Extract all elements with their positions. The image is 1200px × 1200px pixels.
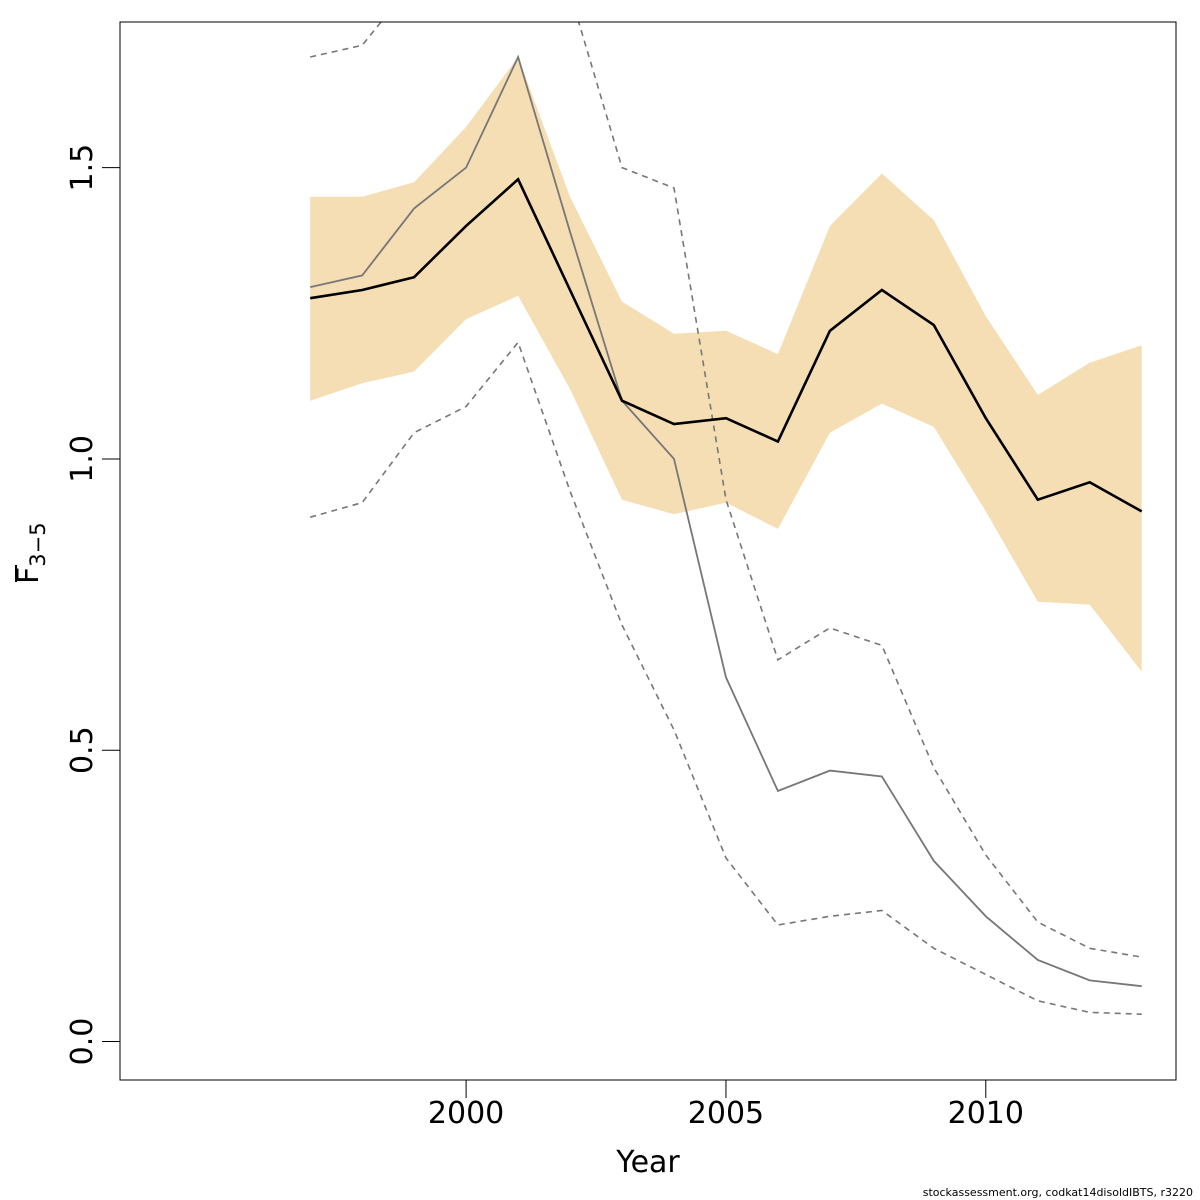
y-axis-title-subscript: 3−5 (26, 522, 50, 566)
source-footnote: stockassessment.org, codkat14disoldIBTS,… (923, 1186, 1193, 1199)
confidence-band (310, 57, 1142, 672)
series-comparison-line (310, 54, 1142, 988)
y-tick-label: 0.0 (65, 1018, 100, 1066)
x-tick-label: 2000 (428, 1096, 504, 1131)
y-axis-title-main: F (11, 567, 46, 584)
plot-area (309, 22, 1143, 1015)
y-tick-label: 1.0 (65, 435, 100, 483)
y-axis: 0.0 0.5 1.0 1.5 (65, 144, 121, 1066)
x-tick-label: 2005 (688, 1096, 764, 1131)
x-tick-label: 2010 (948, 1096, 1024, 1131)
series-estimate-line (309, 177, 1143, 513)
svg-text:F3−5: F3−5 (11, 522, 50, 584)
y-axis-title: F3−5 (11, 522, 50, 584)
x-axis-title: Year (615, 1145, 680, 1180)
y-tick-label: 1.5 (65, 144, 100, 192)
x-axis: 2000 2005 2010 (428, 1079, 1024, 1131)
series-comparison-lower-line (309, 340, 1142, 1015)
y-tick-label: 0.5 (65, 726, 100, 774)
